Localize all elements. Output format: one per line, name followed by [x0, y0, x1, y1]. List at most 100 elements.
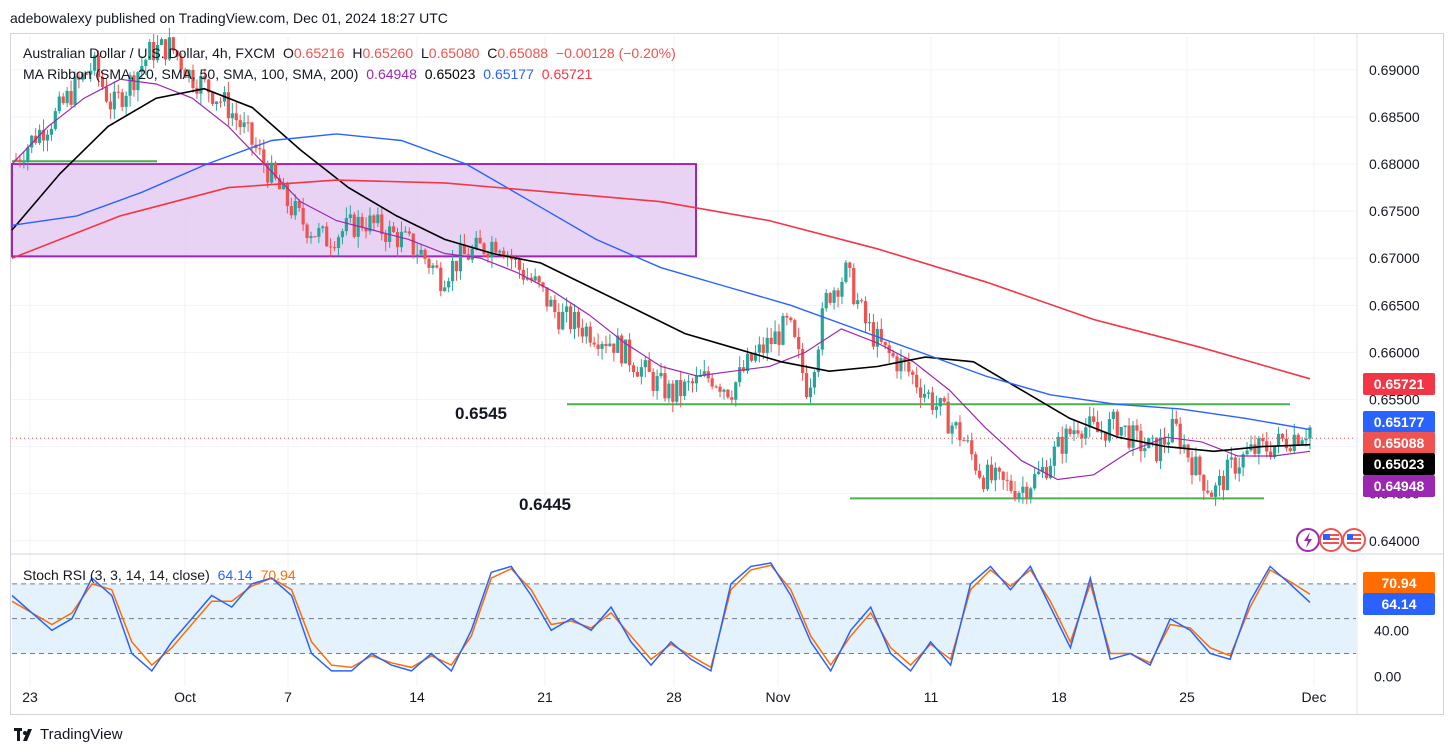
candle-body [517, 258, 522, 270]
candle-body [635, 372, 640, 377]
footer-brand[interactable]: TradingView [14, 726, 123, 743]
candle-body [694, 376, 699, 384]
candle-body [907, 361, 911, 372]
stoch-rsi-legend[interactable]: Stoch RSI (3, 3, 14, 14, close) 64.14 70… [23, 567, 300, 583]
candle-body [592, 342, 596, 345]
candle-body [474, 237, 478, 249]
ma-ribbon-title[interactable]: MA Ribbon (SMA, 20, SMA, 50, SMA, 100, S… [23, 66, 359, 82]
candle-body [738, 367, 742, 383]
candle-body [1308, 427, 1312, 439]
sma200-line [11, 179, 1311, 380]
candle-body [757, 344, 761, 353]
stoch-rsi-title[interactable]: Stoch RSI (3, 3, 14, 14, close) [23, 567, 210, 583]
candle-body [85, 73, 89, 75]
candle-body [152, 42, 156, 61]
candle-body [1143, 448, 1147, 452]
candle-body [1068, 428, 1072, 435]
candle-body [1080, 433, 1084, 439]
candle-body [1284, 438, 1289, 449]
candle-body [1033, 474, 1037, 489]
candle-body [376, 214, 380, 224]
candle-body [639, 367, 643, 377]
candle-body [96, 55, 101, 78]
tradingview-logo-icon [14, 727, 36, 742]
candle-body [1182, 444, 1186, 449]
event-flags[interactable] [1296, 527, 1366, 553]
candle-body [875, 328, 879, 347]
candle-body [1021, 486, 1025, 493]
symbol-legend[interactable]: Australian Dollar / U.S. Dollar, 4h, FXC… [23, 45, 680, 61]
candle-body [1029, 488, 1033, 499]
candle-body [120, 92, 124, 107]
candle-body [698, 376, 702, 378]
candle-body [557, 311, 561, 330]
candle-body [529, 277, 533, 281]
candle-body [262, 149, 266, 165]
time-tick-label: 7 [284, 689, 292, 705]
candle-body [553, 299, 557, 312]
candle-body [840, 281, 844, 297]
candle-body [419, 249, 423, 255]
candle-body [903, 358, 907, 362]
candle-body [761, 344, 765, 353]
candle-body [1166, 442, 1171, 445]
candle-body [1280, 433, 1285, 439]
candle-body [148, 42, 152, 60]
candle-body [301, 208, 305, 225]
candle-body [1296, 434, 1300, 445]
ohlc-close: C0.65088 [487, 45, 549, 61]
candle-body [1111, 411, 1115, 420]
candle-body [159, 39, 164, 45]
candle-body [753, 352, 758, 361]
candle-body [191, 69, 195, 88]
candle-body [572, 311, 577, 330]
candle-body [537, 276, 541, 283]
supply-zone-rect [11, 163, 697, 258]
chart-frame[interactable] [10, 33, 1444, 715]
candle-body [1009, 480, 1013, 491]
candle-body [1119, 426, 1123, 436]
candle-body [1225, 459, 1230, 491]
candle-body [824, 293, 828, 309]
candle-body [384, 234, 388, 242]
candle-body [600, 343, 604, 349]
candle-body [612, 343, 616, 353]
candle-body [490, 241, 494, 258]
candle-body [73, 76, 77, 105]
candle-body [167, 37, 171, 60]
time-tick-label: 14 [409, 689, 425, 705]
candle-body [498, 250, 502, 253]
candle-body [1088, 416, 1092, 428]
candle-body [183, 69, 187, 79]
candle-body [797, 336, 801, 350]
candle-body [57, 96, 61, 112]
candle-body [348, 214, 352, 219]
candle-body [1210, 492, 1214, 497]
candle-body [1233, 457, 1237, 474]
candle-body [37, 129, 42, 143]
stoch-k-line [11, 562, 1311, 673]
candle-body [950, 425, 954, 434]
symbol-name[interactable]: Australian Dollar / U.S. Dollar, 4h, FXC… [23, 45, 276, 61]
candle-body [1056, 436, 1060, 447]
candle-body [65, 90, 69, 104]
candle-body [360, 216, 364, 228]
candle-body [415, 254, 419, 256]
candle-body [1135, 425, 1139, 431]
close-price-tag: 0.65088 [1363, 432, 1435, 454]
ohlc-low: L0.65080 [421, 45, 480, 61]
candle-body [1221, 475, 1226, 491]
ohlc-change: −0.00128 (−0.20%) [555, 45, 676, 61]
candle-body [1044, 466, 1049, 479]
price-tick-label: 0.65500 [1369, 392, 1420, 408]
price-tick-label: 0.66000 [1369, 344, 1420, 360]
price-tick-label: 0.68500 [1369, 109, 1420, 125]
time-tick-label: Nov [766, 689, 791, 705]
candle-body [399, 231, 404, 248]
ma-ribbon-legend[interactable]: MA Ribbon (SMA, 20, SMA, 50, SMA, 100, S… [23, 66, 596, 82]
candle-body [1158, 437, 1163, 462]
candle-body [1048, 465, 1053, 479]
candle-body [266, 164, 270, 183]
